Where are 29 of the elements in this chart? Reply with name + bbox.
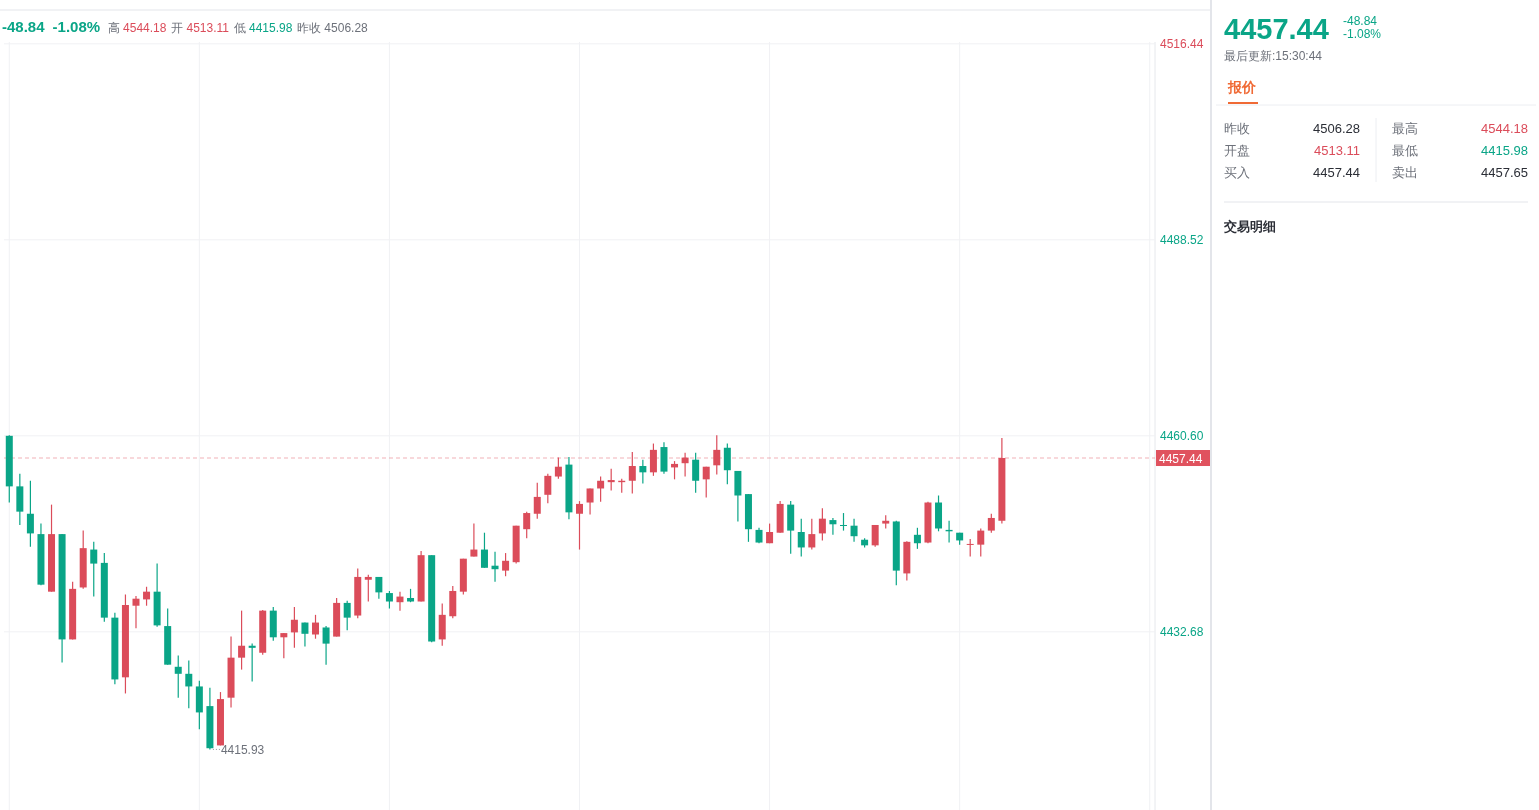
annotation: 报价 bbox=[1228, 79, 1256, 95]
annotation: 开 bbox=[171, 21, 184, 35]
annotation: 4513.11 bbox=[1313, 143, 1360, 158]
annotation: 买入 bbox=[1224, 165, 1250, 180]
annotation: 开盘 bbox=[1224, 143, 1250, 158]
annotation: 4457.65 bbox=[1481, 165, 1528, 180]
annotation: 最高 bbox=[1392, 121, 1418, 136]
annotation: 低 bbox=[233, 21, 246, 35]
annotation: 4415.93 bbox=[220, 742, 265, 757]
annotation: 4513.11 bbox=[186, 21, 229, 35]
annotation: 最后更新:15:30:44 bbox=[1224, 49, 1323, 63]
annotation: 4457.44 bbox=[1224, 13, 1329, 45]
annotation: 4415.98 bbox=[248, 21, 293, 35]
annotation: 4544.18 bbox=[123, 21, 167, 35]
annotation: 4457.44 bbox=[1313, 165, 1360, 180]
annotation: 4506.28 bbox=[1313, 121, 1360, 136]
annotation: 4415.98 bbox=[1481, 143, 1528, 158]
annotation: 最低 bbox=[1392, 143, 1418, 158]
annotation: 4506.28 bbox=[324, 21, 368, 35]
annotation: 昨收 bbox=[297, 21, 322, 35]
annotation: 交易明细 bbox=[1224, 219, 1276, 234]
annotation: -48.84 bbox=[2, 18, 45, 35]
annotation: -1.08% bbox=[1343, 27, 1382, 41]
annotation: -1.08% bbox=[52, 18, 101, 35]
annotation: 高 bbox=[108, 21, 121, 35]
annotation: -48.84 bbox=[1343, 14, 1378, 28]
annotation: 昨收 bbox=[1224, 121, 1250, 136]
annotation: 卖出 bbox=[1392, 165, 1418, 180]
annotation: 4544.18 bbox=[1481, 121, 1528, 136]
